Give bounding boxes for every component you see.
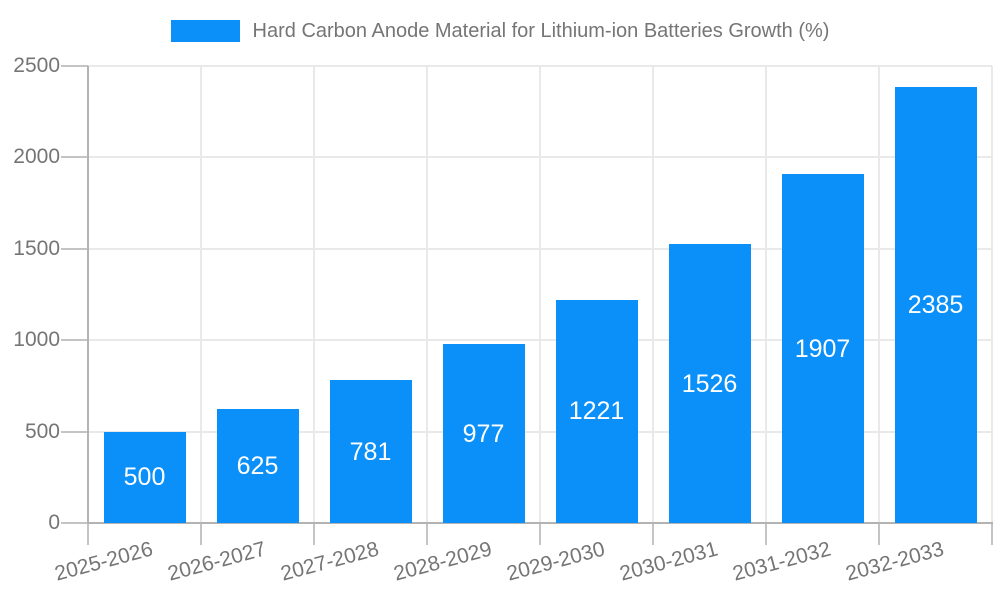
x-axis-tick [652, 523, 654, 545]
x-axis-tick [539, 523, 541, 545]
y-axis-tick [61, 339, 88, 342]
bar[interactable] [442, 344, 525, 523]
bar[interactable] [555, 299, 638, 523]
x-axis-tick-label: 2031-2032 [730, 537, 834, 586]
x-axis-tick [426, 523, 428, 545]
v-gridline [765, 66, 767, 523]
bar[interactable] [216, 408, 299, 523]
bar-value-label: 500 [123, 463, 166, 492]
legend-label: Hard Carbon Anode Material for Lithium-i… [252, 20, 830, 42]
v-gridline [539, 66, 541, 523]
bar-value-label: 1907 [794, 334, 851, 363]
y-axis-tick [61, 156, 88, 159]
x-axis-tick-label: 2025-2026 [52, 537, 156, 586]
v-gridline [200, 66, 202, 523]
y-axis-tick [61, 430, 88, 433]
x-axis-tick [313, 523, 315, 545]
x-axis-line [87, 522, 993, 524]
bar-value-label: 625 [236, 451, 279, 480]
y-axis-tick-label: 2000 [13, 145, 60, 169]
v-gridline [652, 66, 654, 523]
bar[interactable] [329, 380, 412, 523]
x-axis-tick [87, 523, 89, 545]
y-axis-tick-label: 1500 [13, 236, 60, 260]
bar[interactable] [103, 431, 186, 523]
y-axis-tick [61, 65, 88, 67]
bar-value-label: 977 [462, 419, 505, 448]
x-axis-tick-label: 2028-2029 [391, 537, 495, 586]
v-gridline [313, 66, 315, 523]
x-axis-tick [991, 523, 993, 545]
y-axis-tick-label: 0 [48, 511, 60, 534]
y-axis-line [87, 66, 89, 523]
x-axis-tick-label: 2030-2031 [617, 537, 721, 586]
v-gridline [991, 66, 993, 523]
bar-value-label: 2385 [907, 291, 964, 319]
x-axis-tick-label: 2027-2028 [278, 537, 382, 586]
bar-value-label: 1526 [681, 369, 738, 398]
x-axis-tick-label: 2032-2033 [843, 537, 947, 586]
legend-swatch [170, 20, 240, 42]
bar-value-label: 1221 [568, 397, 625, 426]
x-axis-tick [200, 523, 202, 545]
legend[interactable]: Hard Carbon Anode Material for Lithium-i… [0, 16, 1000, 46]
bar[interactable] [894, 87, 977, 523]
y-axis-tick [61, 522, 88, 524]
bar[interactable] [668, 244, 751, 523]
x-axis-tick-label: 2026-2027 [165, 537, 269, 586]
y-axis-tick-label: 500 [24, 419, 60, 443]
bar-value-label: 781 [349, 437, 392, 466]
bar[interactable] [781, 174, 864, 523]
y-axis-tick [61, 247, 88, 250]
x-axis-tick [765, 523, 767, 545]
y-axis-tick-label: 1000 [13, 328, 60, 352]
y-axis-tick-label: 2500 [13, 54, 60, 77]
v-gridline [878, 66, 880, 523]
x-axis-tick-label: 2029-2030 [504, 537, 608, 586]
v-gridline [426, 66, 428, 523]
x-axis-tick [878, 523, 880, 545]
